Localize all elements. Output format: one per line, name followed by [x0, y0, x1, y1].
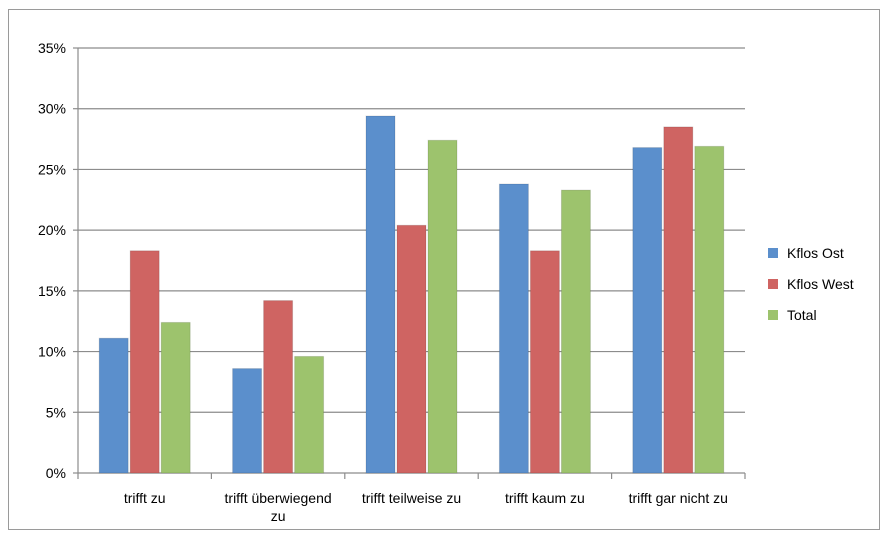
- y-tick-label: 20%: [38, 222, 66, 238]
- bar-kflos-west: [129, 250, 160, 474]
- y-tick-label: 10%: [38, 344, 66, 360]
- bar-kflos-ost: [365, 115, 396, 474]
- legend-label: Kflos West: [787, 276, 854, 292]
- y-tick-label: 35%: [38, 40, 66, 56]
- y-tick-label: 25%: [38, 161, 66, 177]
- bar-kflos-west: [663, 126, 694, 474]
- y-tick-label: 30%: [38, 101, 66, 117]
- legend-swatch: [768, 248, 778, 258]
- legend-swatch: [768, 279, 778, 289]
- bar-kflos-west: [529, 250, 560, 474]
- bar-kflos-west: [263, 300, 294, 474]
- bar-kflos-west: [396, 224, 427, 474]
- legend-label: Total: [787, 307, 817, 323]
- bar-kflos-ost: [498, 183, 529, 474]
- y-tick-label: 0%: [46, 465, 66, 481]
- bar-total: [294, 355, 325, 474]
- x-category-label: trifft teilweise zu: [362, 490, 461, 506]
- y-tick-label: 5%: [46, 404, 66, 420]
- bar-total: [427, 139, 458, 474]
- legend-label: Kflos Ost: [787, 245, 844, 261]
- x-category-label: trifft zu: [124, 490, 166, 506]
- x-category-label: trifft überwiegend: [225, 490, 332, 506]
- x-category-label: trifft gar nicht zu: [629, 490, 728, 506]
- bar-total: [694, 145, 725, 474]
- y-tick-label: 15%: [38, 283, 66, 299]
- bar-kflos-ost: [232, 368, 263, 474]
- legend-swatch: [768, 310, 778, 320]
- x-category-label: trifft kaum zu: [505, 490, 585, 506]
- x-category-label: zu: [271, 508, 286, 524]
- bar-total: [560, 189, 591, 474]
- bar-total: [160, 321, 191, 474]
- bar-kflos-ost: [98, 337, 129, 474]
- bar-kflos-ost: [632, 147, 663, 474]
